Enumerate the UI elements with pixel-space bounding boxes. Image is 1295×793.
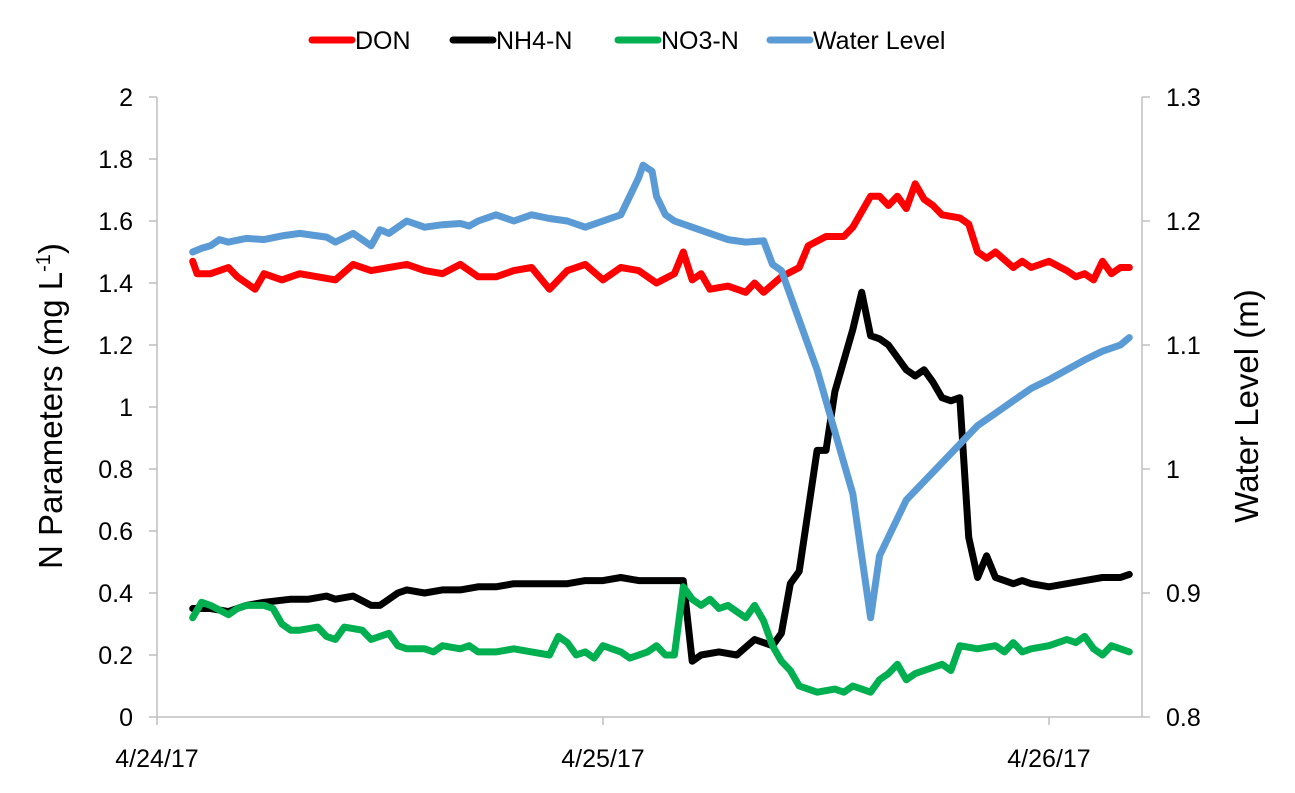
y-tick-label: 2 [119,84,133,112]
legend-label: NO3-N [661,27,739,55]
y-tick-label: 0.6 [98,518,133,546]
y2-tick-label: 0.8 [1166,704,1201,732]
y-tick-label: 1.6 [98,208,133,236]
y-tick-label: 1 [119,394,133,422]
x-tick-label: 4/24/17 [115,745,198,773]
y-axis-title-superscript: -1 [33,254,55,272]
legend-item: Water Level [766,27,945,55]
y2-tick-label: 1 [1166,456,1180,484]
legend-item: NO3-N [614,27,739,55]
y-tick-label: 1.4 [98,270,133,298]
legend-label: DON [355,27,411,55]
y-tick-label: 0.8 [98,456,133,484]
plot-lines [189,161,1133,696]
series-line-water-level [189,161,1133,622]
legend-item: NH4-N [449,27,572,55]
x-tick-label: 4/26/17 [1007,745,1090,773]
y-tick-label: 1.2 [98,332,133,360]
series-line-no3-n [189,583,1133,696]
series-line-nh4-n [189,288,1133,665]
legend: DON NH4-N NO3-N Water Level [308,27,945,55]
y2-tick-label: 1.2 [1166,208,1201,236]
y2-axis-title: Water Level (m) [1228,289,1265,522]
legend-label: Water Level [813,27,945,55]
y-tick-label: 0.4 [98,580,133,608]
y-axis-title: N Parameters (mg L-1) [32,243,69,569]
series-line-don [189,180,1133,296]
legend-item: DON [308,27,411,55]
ticks: 0 0.2 0.4 0.6 0.8 1 1.2 1.4 1.6 1.8 2 0.8 0.9 1 1.1 1.2… [98,84,1201,773]
y2-tick-label: 1.1 [1166,332,1201,360]
legend-label: NH4-N [496,27,572,55]
x-tick-label: 4/25/17 [561,745,644,773]
y2-tick-label: 1.3 [1166,84,1201,112]
axes [156,97,1143,718]
y-tick-label: 0 [119,704,133,732]
y2-tick-label: 0.9 [1166,580,1201,608]
y-tick-label: 1.8 [98,146,133,174]
y-tick-label: 0.2 [98,642,133,670]
